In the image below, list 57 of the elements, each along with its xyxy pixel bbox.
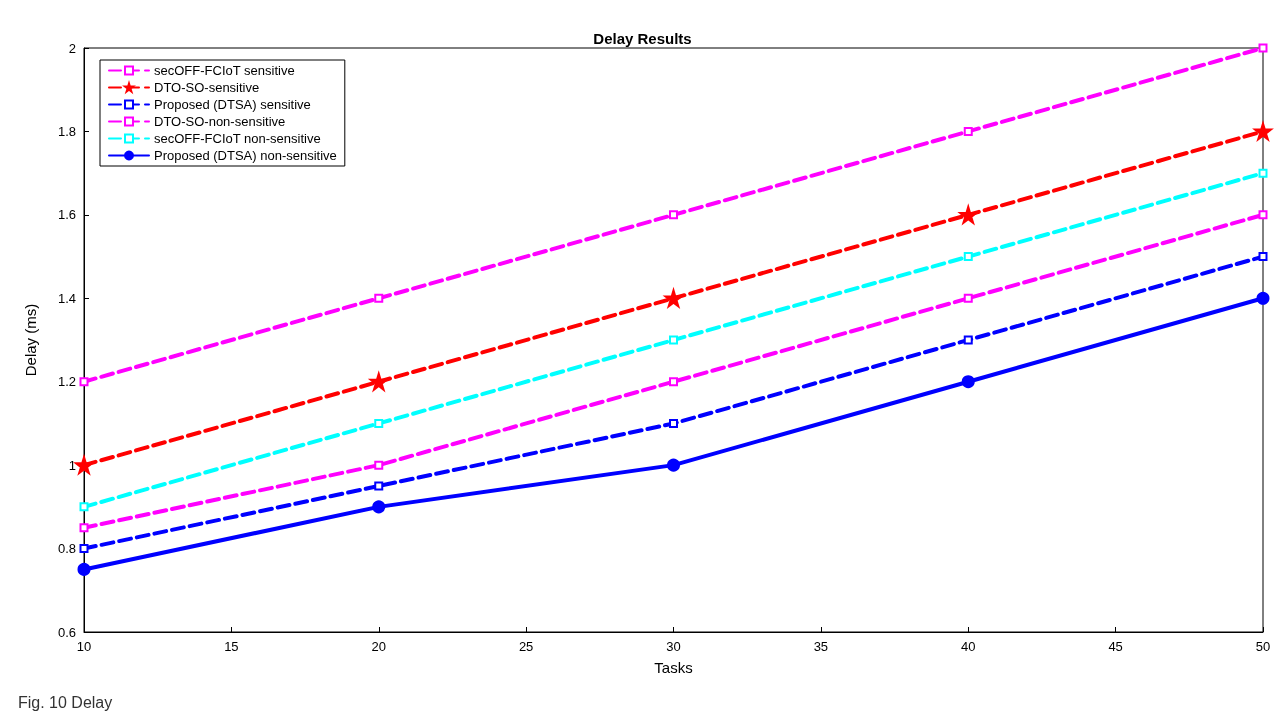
y-tick-label: 0.6	[57, 624, 76, 640]
y-tick-label: 1.4	[57, 290, 76, 306]
point	[963, 335, 973, 345]
point	[963, 293, 973, 303]
point	[368, 370, 388, 393]
x-axis-title: Tasks	[654, 659, 693, 676]
point	[667, 458, 680, 472]
point	[669, 335, 678, 345]
y-tick-label: 0.8	[57, 541, 76, 557]
point	[963, 252, 973, 262]
legend-label: Proposed (DTSA) sensitive	[154, 97, 311, 112]
y-tick-label: 1.6	[57, 207, 76, 223]
point	[1258, 43, 1268, 53]
legend-label: Proposed (DTSA) non-sensitive	[154, 148, 337, 163]
y-tick-label: 1	[68, 457, 76, 473]
x-tick-label: 25	[518, 639, 534, 654]
x-tick-label: 50	[1255, 639, 1271, 654]
legend-label: secOFF-FCIoT sensitive	[154, 63, 295, 78]
y-tick-label: 2	[68, 40, 76, 56]
caption: Fig. 10 Delay	[18, 693, 113, 711]
y-axis-title: Delay (ms)	[22, 303, 39, 377]
y-tick-label: 1.2	[57, 374, 76, 390]
point	[1258, 168, 1268, 178]
point	[79, 502, 89, 512]
point	[374, 481, 384, 491]
x-tick-label: 10	[76, 639, 92, 654]
point	[957, 203, 978, 226]
point	[77, 562, 91, 576]
point	[374, 293, 384, 303]
legend-label: DTO-SO-sensitive	[154, 80, 260, 95]
x-tick-label: 40	[961, 639, 976, 654]
point	[1256, 291, 1270, 305]
point	[1258, 252, 1268, 262]
point	[79, 377, 89, 387]
x-tick-label: 45	[1108, 639, 1123, 654]
point	[963, 126, 973, 136]
point	[374, 418, 384, 428]
legend-label: secOFF-FCIoT non-sensitive	[154, 131, 321, 146]
point	[1254, 122, 1272, 141]
x-tick-label: 30	[666, 639, 681, 654]
point	[374, 460, 384, 470]
point	[669, 418, 678, 428]
point	[669, 377, 678, 387]
point	[75, 456, 93, 475]
point	[79, 523, 89, 533]
point	[961, 375, 975, 389]
y-tick-label: 1.8	[57, 123, 76, 139]
point	[669, 210, 678, 220]
point	[664, 289, 683, 308]
point	[79, 544, 89, 554]
chart-title: Delay Results	[593, 30, 692, 47]
legend-label: DTO-SO-non-sensitive	[154, 114, 286, 129]
point	[372, 500, 386, 514]
point	[1258, 210, 1268, 220]
x-tick-label: 15	[224, 639, 239, 654]
x-tick-label: 35	[813, 639, 829, 654]
x-tick-label: 20	[371, 639, 386, 654]
